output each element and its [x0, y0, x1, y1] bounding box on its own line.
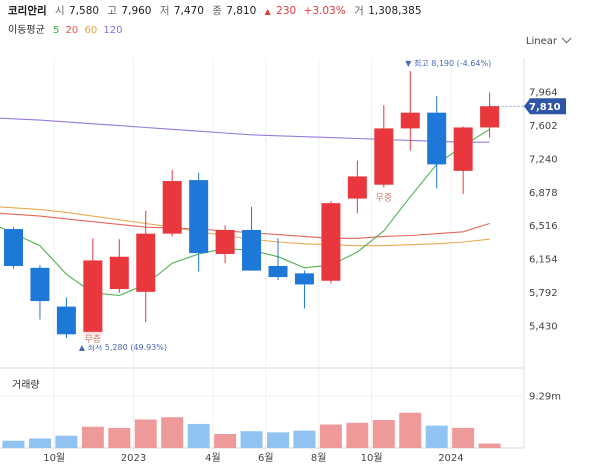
- scale-selector[interactable]: Linear: [525, 33, 572, 47]
- volume-panel-label: 거래량: [12, 380, 40, 391]
- volume-bar: [134, 419, 157, 448]
- volume-bar: [55, 435, 78, 448]
- open-label: 시: [54, 5, 65, 17]
- volume-bar: [346, 422, 369, 448]
- candle-up: [347, 176, 367, 199]
- change-value: 230: [276, 5, 297, 17]
- volume-bar: [372, 420, 395, 448]
- close-label: 종: [212, 5, 222, 17]
- volume-bar: [425, 425, 448, 448]
- ma-120-label: 120: [103, 25, 123, 36]
- high-value: 7,960: [121, 5, 152, 17]
- candle-up: [480, 106, 500, 128]
- volume-label: 거: [354, 5, 364, 17]
- volume-bar: [319, 424, 342, 448]
- high-price-marker: ▼ 최고 8,190 (-4.64%): [405, 58, 491, 68]
- y-tick-label: 6,878: [529, 188, 558, 199]
- price-header: 코리안리 시 7,580 고 7,960 저 7,470 종 7,810 ▲ 2…: [8, 3, 427, 19]
- volume-bar: [478, 443, 501, 448]
- candle-up: [400, 112, 420, 129]
- volume-bar: [452, 427, 475, 448]
- y-tick-label: 5,430: [529, 322, 558, 333]
- moving-average-legend: 이동평균 5 20 60 120: [8, 24, 126, 38]
- high-label: 고: [107, 5, 118, 17]
- x-tick-label: 6월: [258, 452, 274, 464]
- event-badge-bg: [371, 190, 396, 204]
- event-badge: 무증: [85, 334, 102, 345]
- candle-down: [427, 112, 447, 165]
- change-percent: +3.03%: [303, 5, 346, 17]
- y-tick-label: 7,964: [529, 88, 558, 99]
- candle-up: [162, 181, 182, 234]
- volume-bar: [81, 426, 104, 448]
- event-badge: 무증: [376, 193, 393, 204]
- current-price-label: 7,810: [529, 102, 561, 113]
- ma-5-label: 5: [53, 25, 60, 36]
- x-tick-label: 2024: [438, 453, 463, 464]
- low-label: 저: [159, 5, 170, 17]
- y-tick-label: 6,516: [529, 221, 558, 232]
- event-badge-bg: [80, 331, 105, 345]
- volume-bar: [28, 438, 51, 448]
- y-tick-label: 6,154: [529, 255, 558, 266]
- y-tick-label: 7,602: [529, 121, 558, 132]
- volume-bar: [293, 430, 316, 448]
- candle-up: [453, 127, 473, 171]
- volume-bar: [161, 417, 184, 448]
- y-tick-label: 7,240: [529, 154, 558, 165]
- x-tick-label: 4월: [205, 452, 221, 464]
- volume-value: 1,308,385: [368, 5, 422, 17]
- y-tick-label: 5,792: [529, 288, 558, 299]
- ma-20-label: 20: [65, 25, 79, 36]
- candle-up: [136, 233, 156, 292]
- candle-up: [374, 128, 394, 185]
- low-value: 7,470: [173, 5, 204, 17]
- candle-up: [109, 256, 129, 290]
- volume-bar: [187, 423, 210, 448]
- volume-bar: [214, 434, 237, 448]
- candle-up: [83, 260, 103, 336]
- change-up-icon: ▲: [264, 7, 271, 16]
- volume-bar: [2, 440, 25, 448]
- candle-down: [268, 265, 288, 278]
- volume-tick-label: 9.29m: [529, 392, 561, 403]
- scale-selector-label: Linear: [525, 36, 557, 47]
- ma-legend-label: 이동평균: [8, 25, 45, 36]
- x-tick-label: 8월: [311, 452, 327, 464]
- low-price-marker: ▲ 최저 5,280 (49.93%): [79, 342, 167, 352]
- x-tick-label: 2023: [121, 453, 146, 464]
- volume-bar: [267, 432, 289, 448]
- candle-down: [4, 229, 23, 266]
- candle-down: [189, 180, 209, 254]
- close-value: 7,810: [226, 5, 257, 17]
- candle-down: [294, 273, 314, 285]
- candle-down: [30, 267, 50, 302]
- volume-bar: [108, 427, 131, 448]
- x-tick-label: 10월: [43, 452, 65, 464]
- candle-down: [242, 229, 262, 271]
- ma-60-label: 60: [84, 25, 98, 36]
- candle-up: [215, 229, 235, 254]
- open-value: 7,580: [69, 5, 100, 17]
- candle-up: [321, 203, 341, 281]
- volume-bar: [240, 431, 263, 448]
- volume-bar: [399, 412, 422, 448]
- stock-name: 코리안리: [8, 5, 47, 17]
- candle-down: [56, 306, 76, 335]
- current-price-tag: [524, 98, 566, 115]
- x-tick-label: 10월: [361, 452, 383, 464]
